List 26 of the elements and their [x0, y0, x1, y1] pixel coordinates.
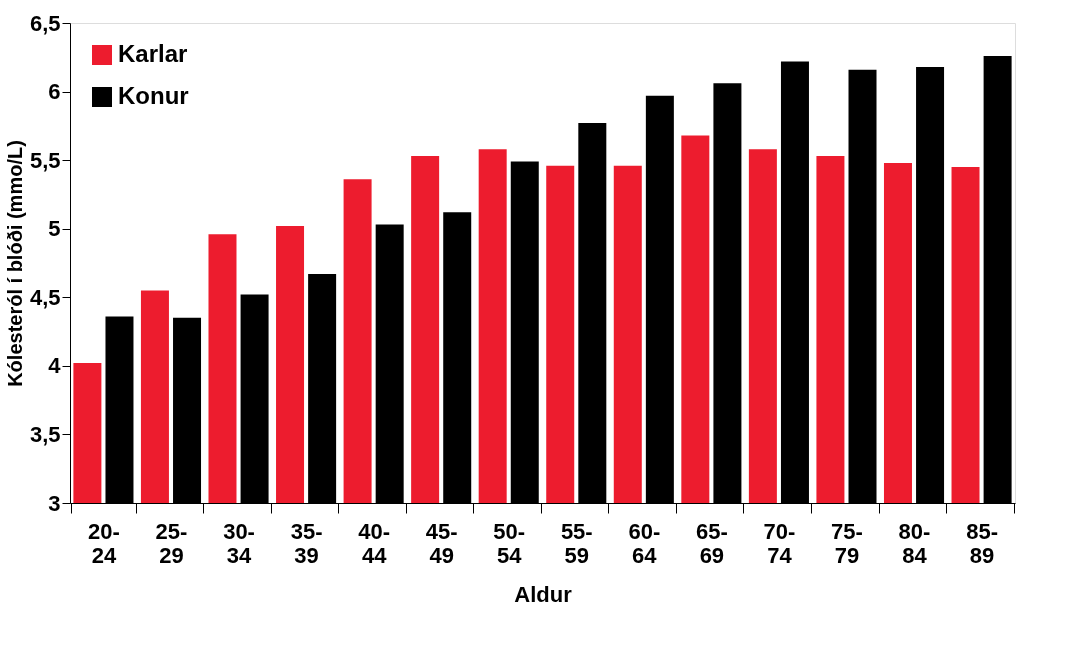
x-tick-label: 25-29 [155, 518, 188, 568]
y-tick-label: 3,5 [29, 421, 61, 447]
y-tick-label: 4,5 [29, 284, 61, 310]
y-tick-label: 5 [48, 216, 61, 242]
y-tick-label: 5,5 [29, 147, 61, 173]
x-tick-label: 85-89 [966, 518, 998, 568]
x-tick-label: 55-59 [560, 518, 593, 568]
x-tick-label: 65-69 [695, 518, 728, 568]
legend-label: Karlar [118, 40, 188, 67]
y-tick-label: 4 [48, 353, 62, 379]
x-tick-label: 35-39 [290, 518, 323, 568]
y-axis-title: Kólesteról í blóði (mmo/L) [3, 140, 26, 387]
x-tick-label: 70-74 [763, 518, 796, 568]
y-tick-label: 6 [48, 79, 61, 105]
x-tick-label: 80-84 [898, 518, 931, 568]
x-tick-label: 50-54 [493, 518, 526, 568]
x-tick-label: 40-44 [358, 518, 391, 568]
x-axis-title: Aldur [514, 581, 573, 607]
x-tick-label: 45-49 [425, 518, 458, 568]
x-tick-label: 30-34 [223, 518, 255, 568]
y-tick-label: 3 [48, 490, 61, 516]
x-tick-label: 75-79 [831, 518, 863, 568]
x-tick-label: 20-24 [88, 518, 120, 568]
y-tick-label: 6,5 [29, 10, 61, 36]
x-tick-label: 60-64 [628, 518, 661, 568]
legend-label: Konur [118, 82, 189, 109]
